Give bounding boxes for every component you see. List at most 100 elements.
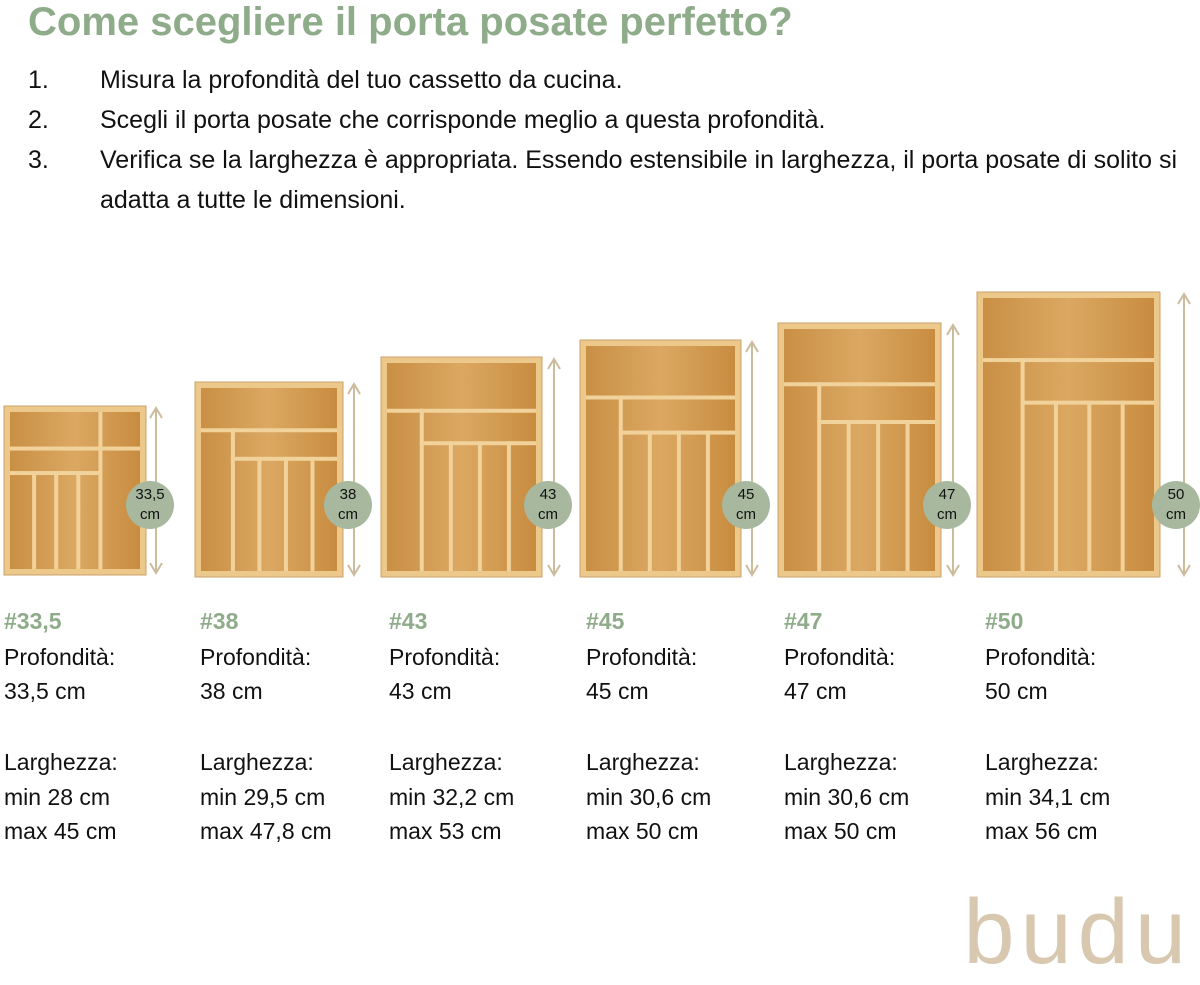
divider (618, 395, 623, 571)
divider (784, 382, 935, 387)
step-number: 3. (28, 146, 49, 174)
step-text: Verifica se la larghezza è appropriata. … (100, 146, 1178, 214)
divider (257, 456, 262, 571)
product-code: #38 (200, 608, 239, 634)
drawer-inner (784, 329, 935, 571)
badge-unit: cm (338, 506, 358, 523)
divider (310, 456, 315, 571)
illustration: 33,5 cm 38 cm 43 cm 45 cm 47 cm 50 cm (3, 291, 1200, 578)
divider (10, 446, 140, 451)
arrow-head (547, 564, 561, 577)
divider (32, 471, 37, 569)
width-min: min 32,2 cm (389, 784, 515, 810)
badge-unit: cm (736, 506, 756, 523)
step-text: Misura la profondità del tuo cassetto da… (100, 66, 623, 94)
product-code: #50 (985, 608, 1024, 634)
arrow-head (149, 406, 163, 419)
divider (283, 456, 288, 571)
badge-value: 43 (540, 486, 557, 503)
width-label: Larghezza: (985, 749, 1099, 775)
width-max: max 47,8 cm (200, 818, 332, 844)
divider (230, 428, 235, 571)
divider (201, 428, 337, 433)
arrow-head (946, 323, 960, 336)
width-min: min 30,6 cm (784, 784, 910, 810)
badge-unit: cm (140, 506, 160, 523)
product-code: #43 (389, 608, 428, 634)
depth-value: 50 cm (985, 678, 1048, 704)
depth-value: 47 cm (784, 678, 847, 704)
width-label: Larghezza: (784, 749, 898, 775)
divider (76, 471, 81, 569)
width-min: min 29,5 cm (200, 784, 326, 810)
depth-label: Profondità: (389, 644, 501, 670)
depth-label: Profondità: (586, 644, 698, 670)
depth-value: 38 cm (200, 678, 263, 704)
drawer-inner (10, 412, 140, 569)
badge-unit: cm (937, 506, 957, 523)
divider (586, 395, 735, 400)
depth-label: Profondità: (200, 644, 312, 670)
depth-badge (1152, 481, 1200, 529)
arrow-head (149, 562, 163, 575)
depth-value: 43 cm (389, 678, 452, 704)
depth-value: 45 cm (586, 678, 649, 704)
divider (846, 419, 851, 571)
badge-value: 45 (738, 486, 755, 503)
divider (54, 471, 59, 569)
divider (817, 382, 822, 571)
badge-value: 50 (1168, 486, 1185, 503)
divider (876, 419, 881, 571)
drawer-inner (586, 346, 735, 571)
depth-label: Profondità: (985, 644, 1097, 670)
arrow-head (1177, 292, 1191, 305)
product-code: #47 (784, 608, 823, 634)
divider (647, 430, 652, 571)
divider (1020, 358, 1025, 571)
arrow-head (347, 564, 361, 577)
divider (448, 441, 453, 571)
arrow-head (547, 357, 561, 370)
depth-badge (524, 481, 572, 529)
divider (983, 358, 1154, 363)
product-code: #33,5 (4, 608, 62, 634)
product-code: #45 (586, 608, 625, 634)
drawer-inner (201, 388, 337, 571)
divider (676, 430, 681, 571)
depth-value: 33,5 cm (4, 678, 86, 704)
depth-badge (324, 481, 372, 529)
divider (98, 412, 103, 569)
divider (506, 441, 511, 571)
depth-badge (722, 481, 770, 529)
arrow-head (946, 564, 960, 577)
badge-unit: cm (1166, 506, 1186, 523)
divider (1120, 400, 1125, 571)
width-label: Larghezza: (200, 749, 314, 775)
badge-value: 33,5 (135, 486, 164, 503)
brand-logo: budu (963, 881, 1192, 983)
width-label: Larghezza: (586, 749, 700, 775)
width-max: max 56 cm (985, 818, 1098, 844)
step-number: 1. (28, 66, 49, 94)
divider (705, 430, 710, 571)
width-label: Larghezza: (4, 749, 118, 775)
depth-label: Profondità: (784, 644, 896, 670)
width-max: max 50 cm (586, 818, 699, 844)
badge-value: 38 (340, 486, 357, 503)
width-min: min 34,1 cm (985, 784, 1111, 810)
divider (419, 408, 424, 571)
width-min: min 28 cm (4, 784, 111, 810)
badge-unit: cm (538, 506, 558, 523)
badge-value: 47 (939, 486, 956, 503)
width-label: Larghezza: (389, 749, 503, 775)
arrow-head (347, 382, 361, 395)
divider (1087, 400, 1092, 571)
width-max: max 50 cm (784, 818, 897, 844)
arrow-head (745, 340, 759, 353)
depth-label: Profondità: (4, 644, 116, 670)
title: Come scegliere il porta posate perfetto? (28, 0, 793, 44)
drawer-inner (387, 363, 536, 571)
divider (477, 441, 482, 571)
divider (905, 419, 910, 571)
